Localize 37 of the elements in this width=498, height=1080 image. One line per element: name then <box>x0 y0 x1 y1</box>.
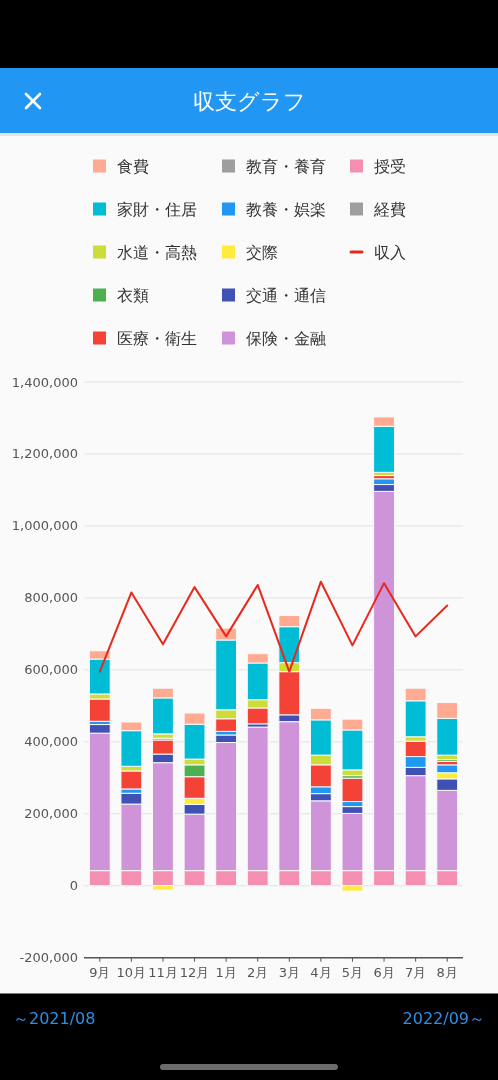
y-tick-label: 200,000 <box>24 806 78 822</box>
legend-label: 衣類 <box>117 286 149 305</box>
x-tick-label: 8月 <box>436 965 458 980</box>
y-tick-label: 1,200,000 <box>11 446 78 462</box>
x-tick-label: 12月 <box>179 965 210 980</box>
chart-title: 収支グラフ <box>192 89 306 114</box>
x-tick-label: 2月 <box>247 965 269 980</box>
legend-label: 家財・住居 <box>117 200 197 219</box>
y-tick-label: 800,000 <box>24 590 78 606</box>
x-tick-label: 4月 <box>310 965 332 980</box>
y-tick-label: 400,000 <box>24 734 78 750</box>
x-tick-label: 9月 <box>89 965 111 980</box>
x-tick-label: 1月 <box>215 965 237 980</box>
legend-label: 水道・高熱 <box>117 243 197 262</box>
x-tick-label: 11月 <box>148 965 178 980</box>
y-tick-label: 1,400,000 <box>11 374 78 390</box>
legend-label: 教育・養育 <box>246 157 326 176</box>
x-tick-label: 6月 <box>373 965 395 980</box>
legend-label: 医療・衛生 <box>117 329 197 348</box>
legend-label: 授受 <box>374 157 406 176</box>
x-tick-label: 5月 <box>341 965 364 980</box>
y-tick-label: 600,000 <box>24 662 78 678</box>
legend-label: 交通・通信 <box>246 286 326 305</box>
legend-label: 食費 <box>117 157 149 176</box>
y-tick-label: -200,000 <box>19 950 78 966</box>
legend-label: 経費 <box>373 200 406 219</box>
x-tick-label: 10月 <box>116 965 147 980</box>
x-tick-label: 7月 <box>404 965 427 980</box>
text: ～2021/08 <box>13 1009 96 1028</box>
text: 2022/09～ <box>402 1009 485 1028</box>
y-tick-label: 1,000,000 <box>11 518 78 534</box>
legend-label: 保険・金融 <box>246 329 326 348</box>
legend-label: 教養・娯楽 <box>246 200 326 219</box>
legend-label: 交際 <box>246 243 278 262</box>
y-tick-label: 0 <box>69 878 78 894</box>
legend-label: 収入 <box>374 243 406 262</box>
x-tick-label: 3月 <box>278 965 300 980</box>
